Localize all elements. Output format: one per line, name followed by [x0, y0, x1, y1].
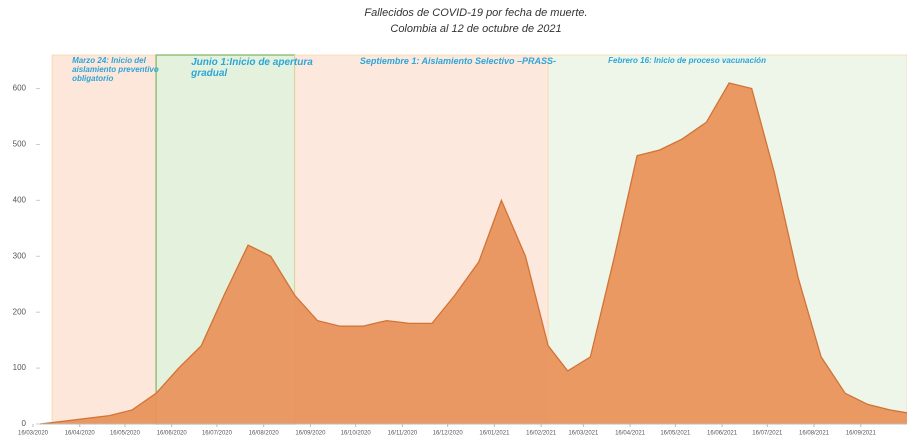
area [40, 83, 907, 424]
x-tick-label: 16/11/2020 [388, 431, 418, 437]
phase-label-box: Septiembre 1: Aislamiento Selectivo –PRA… [359, 57, 557, 66]
y-tick-label: 100 [13, 363, 27, 372]
phase-band [51, 54, 157, 425]
phase-label: Junio 1:Inicio de apertura gradual [191, 57, 313, 79]
chart-title: Fallecidos de COVID-19 por fecha de muer… [364, 7, 587, 19]
y-tick-label: 300 [13, 251, 27, 260]
chart-subtitle: Colombia al 12 de octubre de 2021 [390, 23, 561, 35]
x-tick-label: 16/12/2020 [433, 431, 464, 437]
x-tick-label: 16/06/2021 [707, 431, 738, 437]
x-tick-label: 16/09/2020 [295, 431, 326, 437]
y-tick-label: 400 [13, 195, 27, 204]
x-tick-label: 16/01/2021 [479, 431, 510, 437]
y-tick-label: 500 [13, 140, 27, 149]
phase-label-box: Junio 1:Inicio de apertura gradual [191, 57, 313, 79]
x-tick-label: 16/08/2020 [249, 431, 280, 437]
x-tick-label: 16/08/2021 [799, 431, 830, 437]
area-line [39, 82, 907, 425]
phase-label: Marzo 24: Inicio del aislamiento prevent… [72, 57, 159, 83]
y-tick-label: 0 [22, 419, 27, 428]
x-tick-label: 16/02/2021 [526, 431, 557, 437]
x-tick-label: 16/04/2021 [615, 431, 646, 437]
x-tick-label: 16/06/2020 [157, 431, 188, 437]
x-tick-label: 16/04/2020 [65, 431, 96, 437]
x-tick-label: 16/10/2020 [341, 431, 372, 437]
phase-label: Febrero 16: Inicio de proceso vacunación [608, 57, 766, 65]
x-tick-label: 16/09/2021 [846, 431, 877, 437]
y-tick-label: 200 [13, 307, 27, 316]
x-tick-label: 16/03/2021 [568, 431, 599, 437]
x-tick-label: 16/05/2021 [660, 431, 691, 437]
phase-label-box: Febrero 16: Inicio de proceso vacunación [608, 57, 766, 65]
x-tick-label: 16/07/2021 [752, 431, 783, 437]
phase-label: Septiembre 1: Aislamiento Selectivo –PRA… [359, 57, 557, 66]
y-tick-label: 600 [13, 84, 27, 93]
x-tick-label: 16/07/2020 [202, 431, 233, 437]
phase-label-box: Marzo 24: Inicio del aislamiento prevent… [72, 57, 159, 83]
x-tick-label: 16/03/2020 [18, 431, 49, 437]
x-tick-label: 16/05/2020 [110, 431, 141, 437]
